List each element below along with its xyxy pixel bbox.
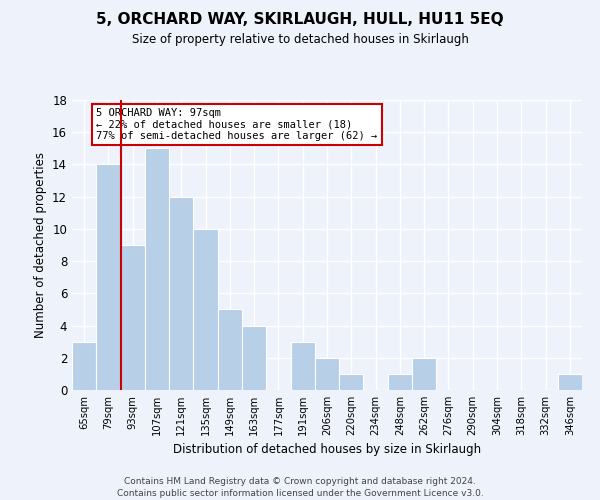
Bar <box>558 374 582 390</box>
Bar <box>315 358 339 390</box>
Bar <box>121 245 145 390</box>
Y-axis label: Number of detached properties: Number of detached properties <box>34 152 47 338</box>
Text: 5, ORCHARD WAY, SKIRLAUGH, HULL, HU11 5EQ: 5, ORCHARD WAY, SKIRLAUGH, HULL, HU11 5E… <box>96 12 504 28</box>
Text: Contains public sector information licensed under the Government Licence v3.0.: Contains public sector information licen… <box>116 489 484 498</box>
Bar <box>169 196 193 390</box>
Bar <box>242 326 266 390</box>
Bar <box>193 229 218 390</box>
Bar <box>145 148 169 390</box>
Text: Size of property relative to detached houses in Skirlaugh: Size of property relative to detached ho… <box>131 32 469 46</box>
Bar <box>290 342 315 390</box>
Text: Contains HM Land Registry data © Crown copyright and database right 2024.: Contains HM Land Registry data © Crown c… <box>124 478 476 486</box>
Bar <box>339 374 364 390</box>
Bar <box>388 374 412 390</box>
Bar <box>96 164 121 390</box>
Text: 5 ORCHARD WAY: 97sqm
← 22% of detached houses are smaller (18)
77% of semi-detac: 5 ORCHARD WAY: 97sqm ← 22% of detached h… <box>96 108 377 142</box>
Bar <box>412 358 436 390</box>
Text: Distribution of detached houses by size in Skirlaugh: Distribution of detached houses by size … <box>173 442 481 456</box>
Bar <box>218 310 242 390</box>
Bar <box>72 342 96 390</box>
